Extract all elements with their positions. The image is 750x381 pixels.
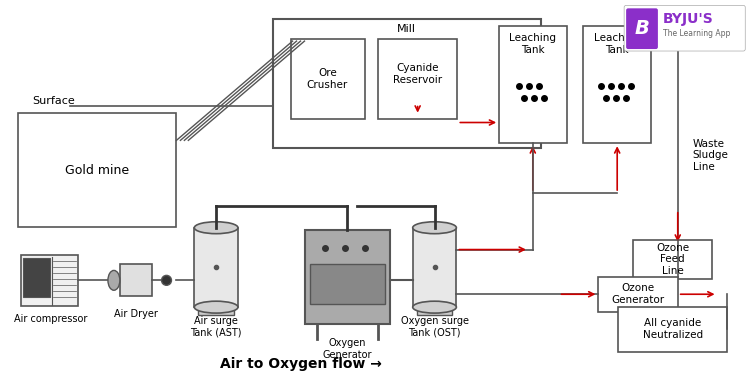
Text: All cyanide
Neutralized: All cyanide Neutralized [643, 318, 703, 340]
Bar [120, 264, 152, 296]
Bar [499, 26, 566, 143]
Ellipse shape [108, 271, 120, 290]
Text: Air Dryer: Air Dryer [114, 309, 158, 319]
Text: The Learning App: The Learning App [663, 29, 730, 38]
Text: B: B [634, 19, 650, 38]
Text: Air surge
Tank (AST): Air surge Tank (AST) [190, 316, 242, 338]
Text: Oxygen
Generator: Oxygen Generator [322, 338, 372, 360]
Bar [305, 230, 390, 324]
Bar [413, 228, 457, 307]
Text: Ozone
Feed
Line: Ozone Feed Line [656, 243, 689, 276]
Bar [17, 112, 176, 227]
Bar [618, 307, 728, 352]
Bar [378, 39, 458, 118]
Ellipse shape [194, 222, 238, 234]
Bar [198, 307, 234, 315]
Bar [22, 258, 50, 297]
FancyBboxPatch shape [626, 8, 658, 49]
Bar [310, 264, 385, 304]
Text: Gold mine: Gold mine [65, 164, 129, 177]
Ellipse shape [413, 301, 457, 313]
Text: Ore
Crusher: Ore Crusher [307, 68, 348, 90]
Bar [290, 39, 365, 118]
Bar [194, 228, 238, 307]
Bar [598, 277, 678, 312]
Text: Waste
Sludge
Line: Waste Sludge Line [693, 139, 728, 172]
Text: Leaching
Tank: Leaching Tank [594, 33, 640, 55]
Bar [20, 255, 78, 306]
Text: Ozone
Generator: Ozone Generator [611, 283, 664, 305]
Bar [633, 240, 712, 279]
Text: Oxygen surge
Tank (OST): Oxygen surge Tank (OST) [400, 316, 469, 338]
Text: Leaching
Tank: Leaching Tank [509, 33, 556, 55]
Ellipse shape [161, 275, 172, 285]
Text: Mill: Mill [398, 24, 416, 34]
Text: Surface: Surface [32, 96, 75, 106]
Bar [584, 26, 651, 143]
Ellipse shape [413, 222, 457, 234]
Text: Air compressor: Air compressor [13, 314, 87, 324]
Text: Cyanide
Reservoir: Cyanide Reservoir [393, 63, 442, 85]
Ellipse shape [194, 301, 238, 313]
FancyBboxPatch shape [624, 5, 746, 51]
Bar [273, 19, 541, 148]
Text: BYJU'S: BYJU'S [663, 12, 713, 26]
Text: Air to Oxygen flow →: Air to Oxygen flow → [220, 357, 382, 371]
Bar [417, 307, 452, 315]
